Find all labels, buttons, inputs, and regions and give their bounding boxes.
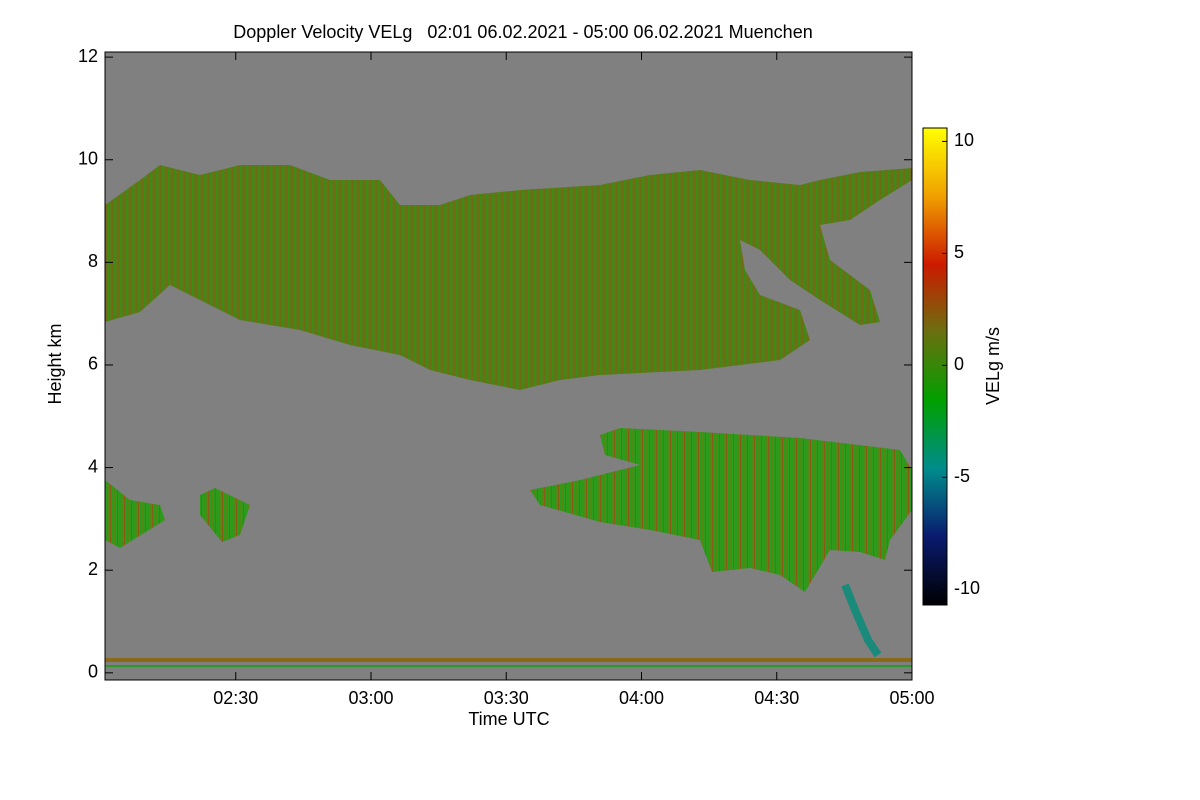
colorbar-tick-label: 10 (954, 130, 974, 150)
y-tick-label: 0 (88, 662, 98, 682)
y-tick-label: 6 (88, 354, 98, 374)
echo-regions (105, 165, 912, 667)
x-tick-label: 03:00 (348, 688, 393, 708)
x-tick-label: 04:00 (619, 688, 664, 708)
colorbar-tick-label: 0 (954, 354, 964, 374)
x-tick-label: 02:30 (213, 688, 258, 708)
lower-cloud (530, 428, 912, 592)
ground-clutter (105, 658, 912, 662)
colorbar (922, 127, 948, 606)
y-tick-label: 10 (78, 148, 98, 168)
y-tick-label: 2 (88, 559, 98, 579)
colorbar-tick-label: -5 (954, 466, 970, 486)
ground-clutter-2 (105, 665, 912, 667)
echo-0230 (200, 488, 250, 542)
y-tick-label: 8 (88, 251, 98, 271)
y-axis-label: Height km (45, 323, 65, 404)
upper-cloud (105, 165, 912, 390)
x-tick-label: 05:00 (889, 688, 934, 708)
x-tick-label: 03:30 (484, 688, 529, 708)
colorbar-tick-label: -10 (954, 578, 980, 598)
chart-title: Doppler Velocity VELg 02:01 06.02.2021 -… (233, 22, 812, 42)
x-tick-label: 04:30 (754, 688, 799, 708)
y-tick-label: 4 (88, 456, 98, 476)
y-tick-label: 12 (78, 46, 98, 66)
colorbar-label: VELg m/s (983, 327, 1003, 405)
colorbar-tick-label: 5 (954, 242, 964, 262)
left-echo (105, 480, 165, 548)
x-axis-label: Time UTC (468, 709, 549, 729)
plot-frame (104, 51, 913, 681)
fall-streak (841, 583, 882, 658)
